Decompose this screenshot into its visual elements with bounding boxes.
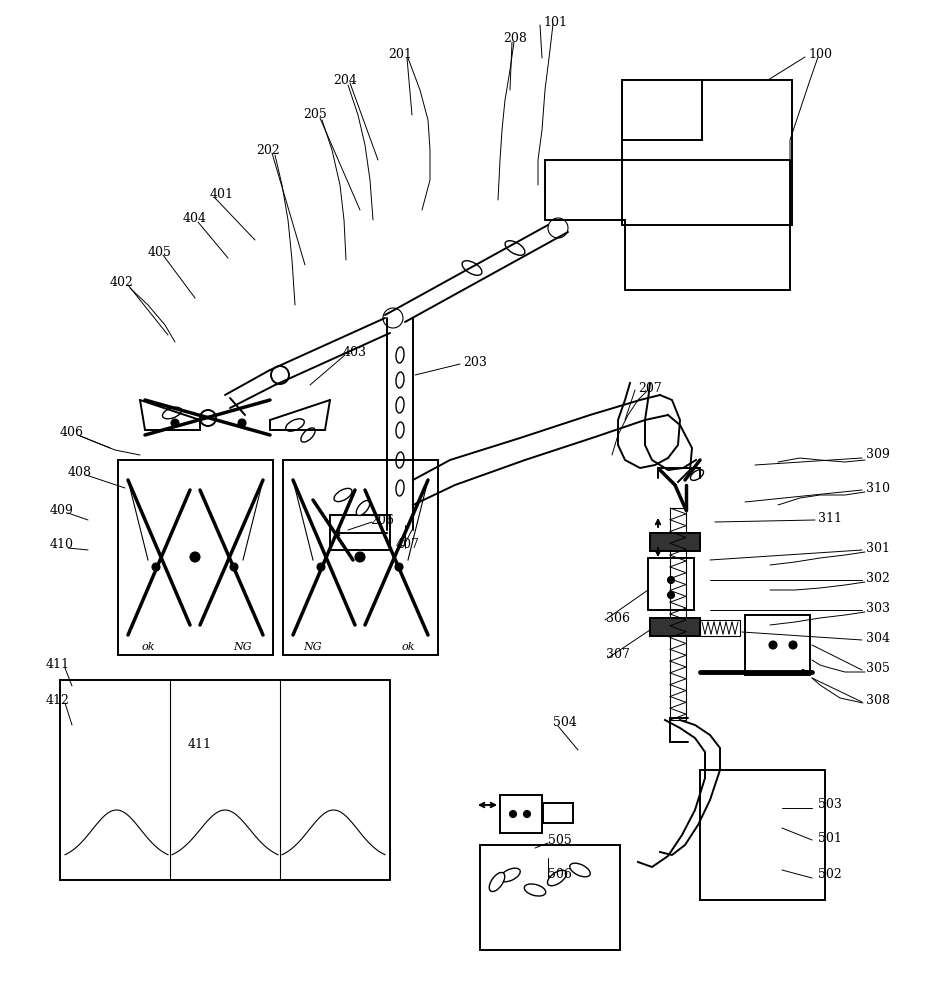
Text: 305: 305 [866, 662, 890, 674]
Text: 307: 307 [606, 648, 630, 662]
Ellipse shape [691, 470, 704, 480]
Text: 407: 407 [396, 538, 420, 552]
Circle shape [789, 641, 797, 649]
Bar [118, 460, 273, 655]
Circle shape [317, 563, 325, 571]
Text: 204: 204 [333, 74, 357, 87]
Bar [60, 680, 390, 880]
Text: 402: 402 [110, 275, 134, 288]
Ellipse shape [396, 372, 404, 388]
Text: 309: 309 [866, 448, 890, 462]
Text: 205: 205 [303, 108, 327, 121]
Text: ok: ok [142, 642, 155, 652]
Ellipse shape [334, 488, 352, 502]
Bar [650, 533, 700, 551]
Text: 412: 412 [46, 694, 70, 706]
Text: NG: NG [234, 642, 253, 652]
Bar [700, 770, 825, 900]
Text: 101: 101 [543, 15, 567, 28]
Circle shape [667, 591, 675, 598]
Ellipse shape [301, 428, 315, 442]
Text: 408: 408 [68, 466, 92, 479]
Text: 501: 501 [818, 832, 842, 844]
Circle shape [171, 419, 179, 427]
Circle shape [510, 810, 516, 818]
Bar [622, 80, 702, 140]
Text: 306: 306 [606, 611, 630, 624]
Circle shape [395, 563, 403, 571]
Circle shape [190, 552, 200, 562]
Text: 100: 100 [808, 48, 832, 62]
Ellipse shape [462, 261, 482, 275]
Ellipse shape [500, 868, 520, 882]
Text: 203: 203 [463, 356, 487, 368]
Text: 406: 406 [60, 426, 84, 438]
Ellipse shape [396, 480, 404, 496]
Circle shape [271, 366, 289, 384]
Text: 304: 304 [866, 632, 890, 645]
Bar [650, 618, 700, 636]
Circle shape [548, 218, 568, 238]
Ellipse shape [525, 884, 546, 896]
Bar [480, 845, 620, 950]
Ellipse shape [569, 863, 590, 877]
Circle shape [230, 563, 238, 571]
Text: 401: 401 [210, 188, 234, 202]
Bar [745, 615, 810, 675]
Text: 303: 303 [866, 601, 890, 614]
Bar [648, 558, 694, 610]
Text: 311: 311 [818, 512, 842, 524]
Text: 409: 409 [50, 504, 74, 516]
Circle shape [152, 563, 160, 571]
Circle shape [769, 641, 777, 649]
Ellipse shape [356, 501, 370, 515]
Bar [622, 80, 792, 225]
Ellipse shape [396, 347, 404, 363]
Text: 411: 411 [46, 658, 70, 672]
Bar [543, 803, 573, 823]
Bar [700, 620, 740, 636]
Circle shape [383, 308, 403, 328]
Circle shape [200, 410, 216, 426]
Bar [500, 795, 542, 833]
Text: 207: 207 [638, 381, 662, 394]
Text: 504: 504 [553, 716, 577, 728]
Text: 410: 410 [50, 538, 74, 552]
Ellipse shape [547, 870, 567, 886]
Text: 506: 506 [548, 868, 572, 882]
Text: 310: 310 [866, 482, 890, 494]
Text: 503: 503 [818, 798, 842, 812]
Text: 208: 208 [503, 31, 527, 44]
Text: 201: 201 [388, 48, 412, 62]
Text: 302: 302 [866, 572, 890, 584]
Bar [330, 515, 390, 550]
Bar [283, 460, 438, 655]
Text: NG: NG [304, 642, 322, 652]
Text: 308: 308 [866, 694, 890, 706]
Circle shape [667, 576, 675, 584]
Ellipse shape [505, 241, 525, 255]
Text: ok: ok [402, 642, 415, 652]
Ellipse shape [396, 452, 404, 468]
Circle shape [238, 419, 246, 427]
Text: 405: 405 [148, 245, 171, 258]
Ellipse shape [396, 397, 404, 413]
Text: 505: 505 [548, 834, 572, 846]
Ellipse shape [286, 419, 305, 431]
Text: 411: 411 [188, 738, 212, 752]
Text: 206: 206 [370, 514, 394, 526]
Ellipse shape [489, 872, 505, 892]
Text: 301: 301 [866, 542, 890, 554]
Text: 403: 403 [343, 346, 367, 359]
Ellipse shape [162, 407, 182, 419]
Bar [670, 508, 686, 720]
Text: 404: 404 [183, 212, 207, 225]
Text: 202: 202 [256, 143, 280, 156]
Circle shape [524, 810, 530, 818]
Text: 502: 502 [818, 868, 842, 882]
Ellipse shape [396, 422, 404, 438]
Circle shape [355, 552, 365, 562]
